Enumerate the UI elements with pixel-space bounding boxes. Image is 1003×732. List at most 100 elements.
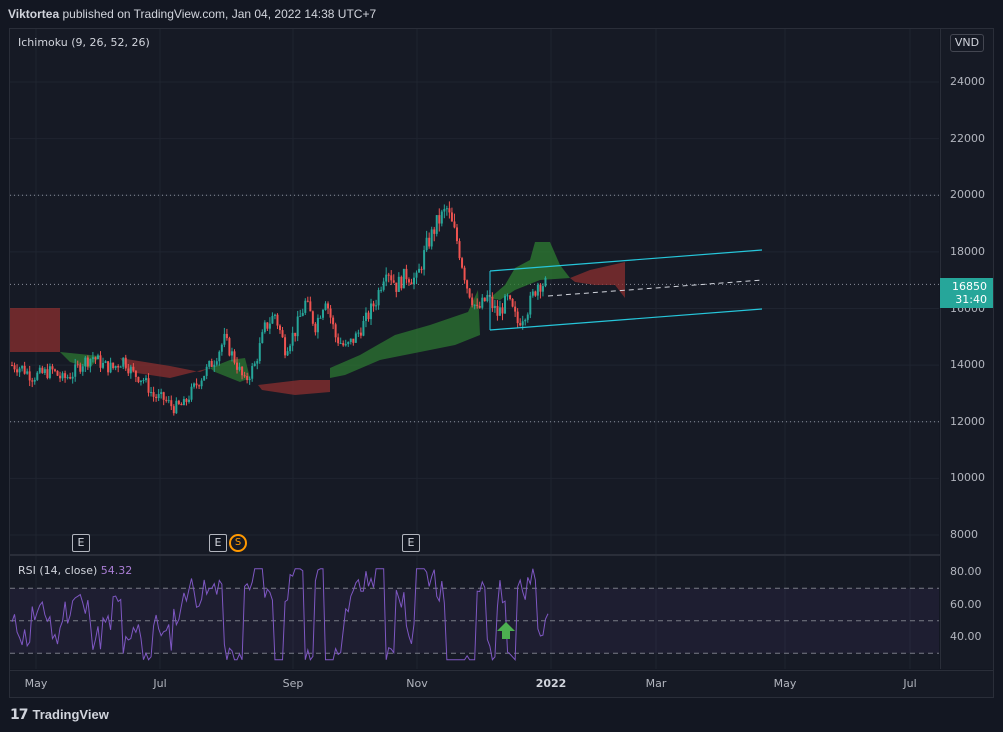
- publish-header: Viktortea published on TradingView.com, …: [0, 0, 1003, 28]
- grid-lines: [10, 29, 939, 669]
- candle-body: [286, 351, 289, 356]
- tradingview-footer[interactable]: 𝟭𝟳 TradingView: [10, 706, 109, 723]
- author-name: Viktortea: [8, 7, 60, 21]
- candle-body: [435, 215, 438, 234]
- candle-body: [423, 250, 426, 270]
- trend-channel: [489, 249, 763, 331]
- candle-body: [430, 229, 433, 247]
- candle-body: [258, 343, 261, 362]
- candle-body: [18, 368, 21, 373]
- candle-body: [493, 305, 496, 308]
- candle-body: [372, 303, 375, 307]
- candle-body: [218, 351, 221, 362]
- candle-body: [200, 380, 203, 387]
- candle-body: [157, 394, 160, 399]
- candle-body: [521, 321, 524, 326]
- candle-body: [455, 227, 458, 242]
- candle-body: [385, 274, 388, 282]
- candle-body: [26, 371, 29, 374]
- candle-body: [498, 307, 501, 316]
- split-event-icon[interactable]: S: [229, 534, 247, 552]
- candle-body: [397, 276, 400, 292]
- candle-body: [170, 400, 173, 407]
- time-tick-label: Nov: [406, 677, 428, 690]
- header-text: Viktortea published on TradingView.com, …: [8, 7, 376, 21]
- candle-body: [145, 378, 147, 381]
- price-tick-label: 22000: [950, 131, 985, 145]
- candle-body: [357, 332, 360, 334]
- candle-body: [41, 367, 44, 373]
- candle-body: [291, 332, 294, 346]
- candle-body: [28, 371, 31, 381]
- candle-body: [319, 317, 322, 319]
- candle-body: [509, 295, 512, 299]
- tradingview-logo-icon: 𝟭𝟳: [10, 706, 29, 722]
- candle-body: [279, 325, 281, 331]
- candle-body: [253, 363, 256, 367]
- price-scale[interactable]: [940, 29, 993, 669]
- candle-body: [347, 341, 350, 345]
- candle-body: [107, 361, 110, 373]
- main-price-pane[interactable]: [10, 29, 939, 554]
- time-tick-label: May: [24, 677, 48, 690]
- cloud-segment: [570, 262, 625, 298]
- candle-body: [536, 284, 539, 296]
- candle-body: [387, 274, 390, 276]
- candle-body: [137, 376, 140, 383]
- candle-body: [13, 365, 16, 370]
- currency-badge[interactable]: VND: [950, 34, 984, 52]
- candle-body: [364, 312, 367, 321]
- time-scale[interactable]: [10, 670, 993, 697]
- candle-body: [114, 365, 117, 369]
- candle-body: [377, 290, 380, 306]
- candle-body: [71, 376, 74, 379]
- candle-body: [334, 324, 337, 338]
- up-arrow-icon: [497, 622, 515, 639]
- time-tick-label: Sep: [282, 677, 304, 690]
- candle-body: [413, 277, 415, 285]
- candle-body: [301, 312, 304, 316]
- candle-body: [354, 333, 357, 343]
- candle-body: [352, 338, 355, 343]
- rsi-legend[interactable]: RSI (14, close) 54.32: [18, 564, 132, 577]
- candle-body: [461, 258, 464, 268]
- pane-separator[interactable]: [10, 554, 993, 556]
- candle-body: [33, 379, 36, 382]
- candle-body: [190, 386, 193, 400]
- candle-body: [504, 295, 507, 314]
- candle-body: [248, 378, 251, 381]
- candle-body: [64, 373, 67, 378]
- ichimoku-legend-label: Ichimoku (9, 26, 52, 26): [18, 36, 150, 49]
- ichimoku-legend[interactable]: Ichimoku (9, 26, 52, 26): [18, 36, 150, 49]
- rsi-pane[interactable]: [10, 556, 939, 669]
- last-price-value: 16850: [952, 280, 987, 293]
- candle-body: [31, 380, 34, 382]
- rsi-value: 54.32: [100, 564, 133, 577]
- candle-body: [400, 276, 403, 289]
- candle-body: [306, 300, 309, 302]
- candle-body: [122, 357, 125, 367]
- time-tick-label: May: [773, 677, 797, 690]
- candle-body: [177, 400, 180, 404]
- earnings-event-icon[interactable]: E: [209, 534, 227, 552]
- candle-body: [210, 361, 213, 367]
- candle-body: [236, 362, 239, 370]
- earnings-event-icon[interactable]: E: [402, 534, 420, 552]
- candle-body: [225, 333, 228, 339]
- candle-body: [296, 316, 299, 337]
- price-tick-label: 12000: [950, 414, 985, 428]
- candle-body: [544, 277, 547, 287]
- time-tick-label: Jul: [903, 677, 917, 690]
- candle-body: [203, 375, 206, 381]
- rsi-legend-label: RSI (14, close): [18, 564, 98, 577]
- earnings-event-icon[interactable]: E: [72, 534, 90, 552]
- candle-body: [104, 361, 107, 363]
- candle-body: [117, 365, 120, 368]
- candle-body: [215, 361, 218, 365]
- candle-body: [541, 286, 544, 292]
- candle-body: [21, 365, 24, 369]
- candle-body: [127, 368, 130, 374]
- candle-body: [66, 377, 69, 379]
- candle-body: [402, 268, 405, 289]
